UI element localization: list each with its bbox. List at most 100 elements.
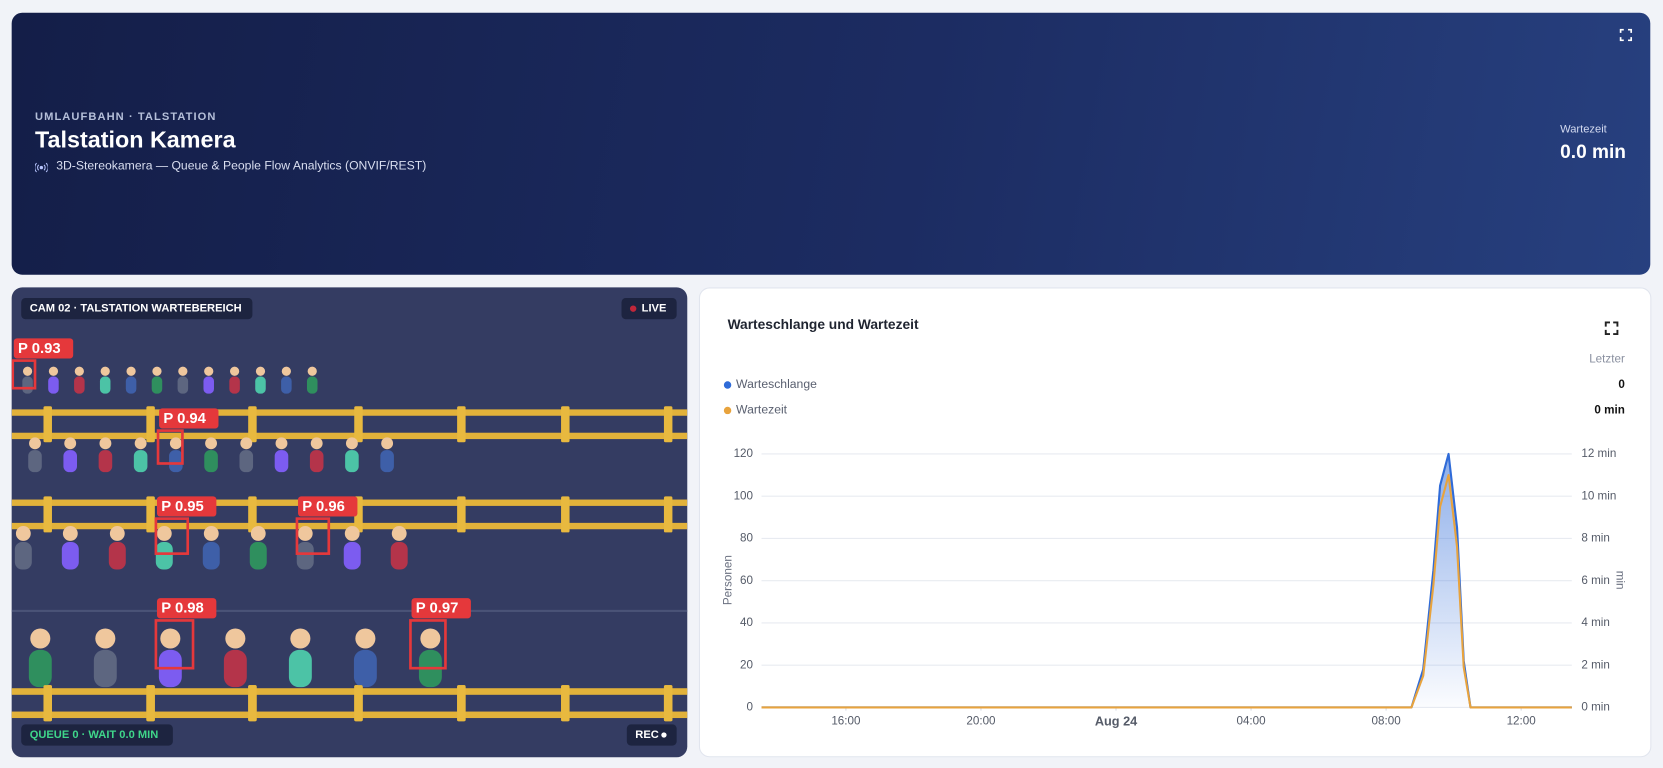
person-body xyxy=(223,649,247,688)
y-tick-label: 120 xyxy=(734,447,754,460)
live-label: LIVE xyxy=(642,303,667,315)
person-body xyxy=(255,376,266,394)
rail-post xyxy=(663,496,673,533)
detection-box xyxy=(154,619,195,670)
detection-label: P 0.95 xyxy=(161,499,204,515)
header-card: UMLAUFBAHN · TALSTATION Talstation Kamer… xyxy=(11,12,1651,275)
person-head xyxy=(225,628,246,649)
fullscreen-button[interactable] xyxy=(1619,28,1633,42)
rail-post xyxy=(248,685,257,722)
person-head xyxy=(74,366,84,376)
person-head xyxy=(345,437,358,450)
legend-header: Letzter xyxy=(1589,353,1625,366)
person-head xyxy=(255,366,266,376)
legend-last-value: 0 xyxy=(1618,378,1624,391)
person-head xyxy=(204,366,214,376)
person-body xyxy=(343,541,361,570)
person-head xyxy=(169,437,182,450)
rail-post xyxy=(43,685,52,722)
person-head xyxy=(310,437,323,450)
person-body xyxy=(296,541,314,570)
person-head xyxy=(420,628,441,649)
camera-label: CAM 02 · TALSTATION WARTEBEREICH xyxy=(30,303,242,315)
rail xyxy=(11,688,688,695)
chart: Warteschlange und Wartezeit Letzter Wartes… xyxy=(722,317,1627,728)
person-head xyxy=(109,526,125,541)
subtitle: 3D-Stereokamera — Queue & People Flow An… xyxy=(56,160,427,173)
person-body xyxy=(151,376,163,394)
rail-post xyxy=(248,406,257,443)
rail-post xyxy=(146,685,155,722)
person-body xyxy=(28,450,42,473)
person-body xyxy=(249,541,267,570)
person-head xyxy=(281,366,291,376)
person-head xyxy=(95,628,116,649)
detection-box xyxy=(156,429,184,465)
rec-label: REC xyxy=(635,729,659,741)
rec-pill xyxy=(626,724,677,746)
legend-last-value: 0 min xyxy=(1594,404,1624,417)
person-body xyxy=(98,450,113,473)
person-head xyxy=(381,437,394,450)
detection-label: P 0.96 xyxy=(302,499,345,515)
rail-post xyxy=(457,496,466,533)
rail-post xyxy=(43,496,52,533)
camera-status: QUEUE 0 · WAIT 0.0 MIN xyxy=(30,729,159,741)
legend-label: Warteschlange xyxy=(736,377,817,391)
person-body xyxy=(14,541,32,570)
person-head xyxy=(156,526,172,541)
rail-post xyxy=(561,685,570,722)
person-head xyxy=(152,366,162,376)
person-head xyxy=(30,628,51,649)
y2-tick-label: 10 min xyxy=(1581,489,1616,502)
person-body xyxy=(202,541,220,570)
detection-box xyxy=(295,517,331,555)
fullscreen-button[interactable] xyxy=(1604,321,1619,336)
person-head xyxy=(99,437,112,450)
person-body xyxy=(169,450,183,473)
chart-title: Warteschlange und Wartezeit xyxy=(728,317,919,332)
person-head xyxy=(100,366,110,376)
person-head xyxy=(297,526,313,541)
person-body xyxy=(93,649,117,688)
eyebrow: UMLAUFBAHN · TALSTATION xyxy=(34,110,217,124)
rail xyxy=(11,522,688,530)
signal-icon xyxy=(34,162,48,173)
person-head xyxy=(240,437,253,450)
person-body xyxy=(28,649,52,688)
person-head xyxy=(29,437,41,450)
line xyxy=(761,473,1572,709)
rec-dot xyxy=(661,732,667,738)
y-tick-label: 80 xyxy=(740,532,753,545)
legend-label: Wartezeit xyxy=(736,403,788,417)
rail xyxy=(11,711,688,719)
person-body xyxy=(108,541,126,570)
person-body xyxy=(61,541,79,570)
y2-tick-label: 2 min xyxy=(1581,658,1610,671)
person-body xyxy=(353,649,377,688)
y2-tick-label: 8 min xyxy=(1581,532,1610,545)
person-body xyxy=(48,376,59,394)
person-body xyxy=(125,376,137,394)
floor-band xyxy=(11,609,688,612)
rail-post xyxy=(248,496,257,533)
x-tick-label: 08:00 xyxy=(1372,714,1402,727)
y-tick-label: 100 xyxy=(734,489,754,502)
live-pill xyxy=(621,298,677,320)
person-body xyxy=(74,376,85,394)
y-tick-label: 20 xyxy=(740,658,753,671)
person-body xyxy=(22,376,33,394)
person-body xyxy=(345,450,359,473)
person-body xyxy=(281,376,292,394)
camera-label-pill xyxy=(21,298,253,320)
detection-tag xyxy=(411,598,471,619)
person-head xyxy=(290,628,311,649)
person-body xyxy=(309,450,324,473)
person-head xyxy=(22,366,33,376)
person-body xyxy=(390,541,408,570)
chart-card: Warteschlange und Wartezeit Letzter Wartes… xyxy=(698,287,1652,758)
person-head xyxy=(160,628,181,649)
rail-post xyxy=(663,685,673,722)
person-head xyxy=(307,366,317,376)
y2-tick-label: 12 min xyxy=(1581,447,1616,460)
